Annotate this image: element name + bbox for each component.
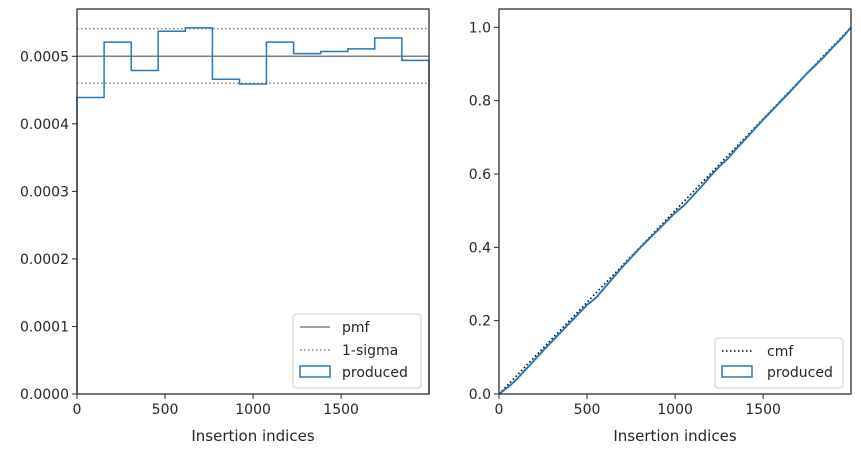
- y-tick-label: 0.4: [469, 240, 491, 256]
- legend: cmf produced: [714, 337, 844, 389]
- legend-box: [292, 313, 422, 389]
- legend-label: 1-sigma: [342, 343, 398, 359]
- y-tick-label: 0.0: [469, 387, 491, 403]
- y-tick-label: 0.0002: [20, 252, 69, 268]
- y-tick-label: 0.0003: [20, 184, 69, 200]
- y-tick-label: 0.8: [469, 94, 491, 110]
- x-tick-label: 1000: [235, 402, 271, 418]
- cmf-line: [498, 26, 852, 395]
- legend-produced-swatch: [299, 365, 331, 378]
- legend-label: cmf: [767, 344, 794, 360]
- x-axis-label: Insertion indices: [613, 427, 736, 445]
- legend-label: pmf: [342, 320, 371, 336]
- legend-label: produced: [767, 365, 833, 381]
- x-tick-label: 500: [574, 402, 601, 418]
- x-tick-label: 1000: [657, 402, 693, 418]
- legend: pmf 1-sigma produced: [292, 313, 422, 389]
- x-tick-label: 1500: [745, 402, 781, 418]
- y-tick-label: 0.2: [469, 314, 491, 330]
- x-axis-label: Insertion indices: [191, 427, 314, 445]
- x-tick-label: 500: [152, 402, 179, 418]
- axes-frame: [498, 8, 852, 395]
- x-tick-label: 0: [495, 402, 504, 418]
- x-tick-label: 1500: [323, 402, 359, 418]
- y-tick-label: 0.0004: [20, 117, 69, 133]
- y-tick-label: 0.0001: [20, 319, 69, 335]
- histogram-panel: 0 500 1000 1500 0.0000 0.0001 0.0002 0.0003 0.00…: [20, 8, 430, 445]
- y-tick-label: 0.6: [469, 167, 491, 183]
- produced-cumulative: [498, 26, 852, 395]
- x-tick-label: 0: [73, 402, 82, 418]
- legend-label: produced: [342, 365, 408, 381]
- produced-histogram: [76, 27, 430, 394]
- y-tick-label: 0.0005: [20, 49, 69, 65]
- cumulative-panel: 0 500 1000 1500 0.0 0.2 0.4 0.6 0.8 1.0 Insertion …: [469, 8, 852, 445]
- legend-produced-swatch: [721, 365, 753, 378]
- y-tick-label: 1.0: [469, 20, 491, 36]
- y-tick-label: 0.0000: [20, 387, 69, 403]
